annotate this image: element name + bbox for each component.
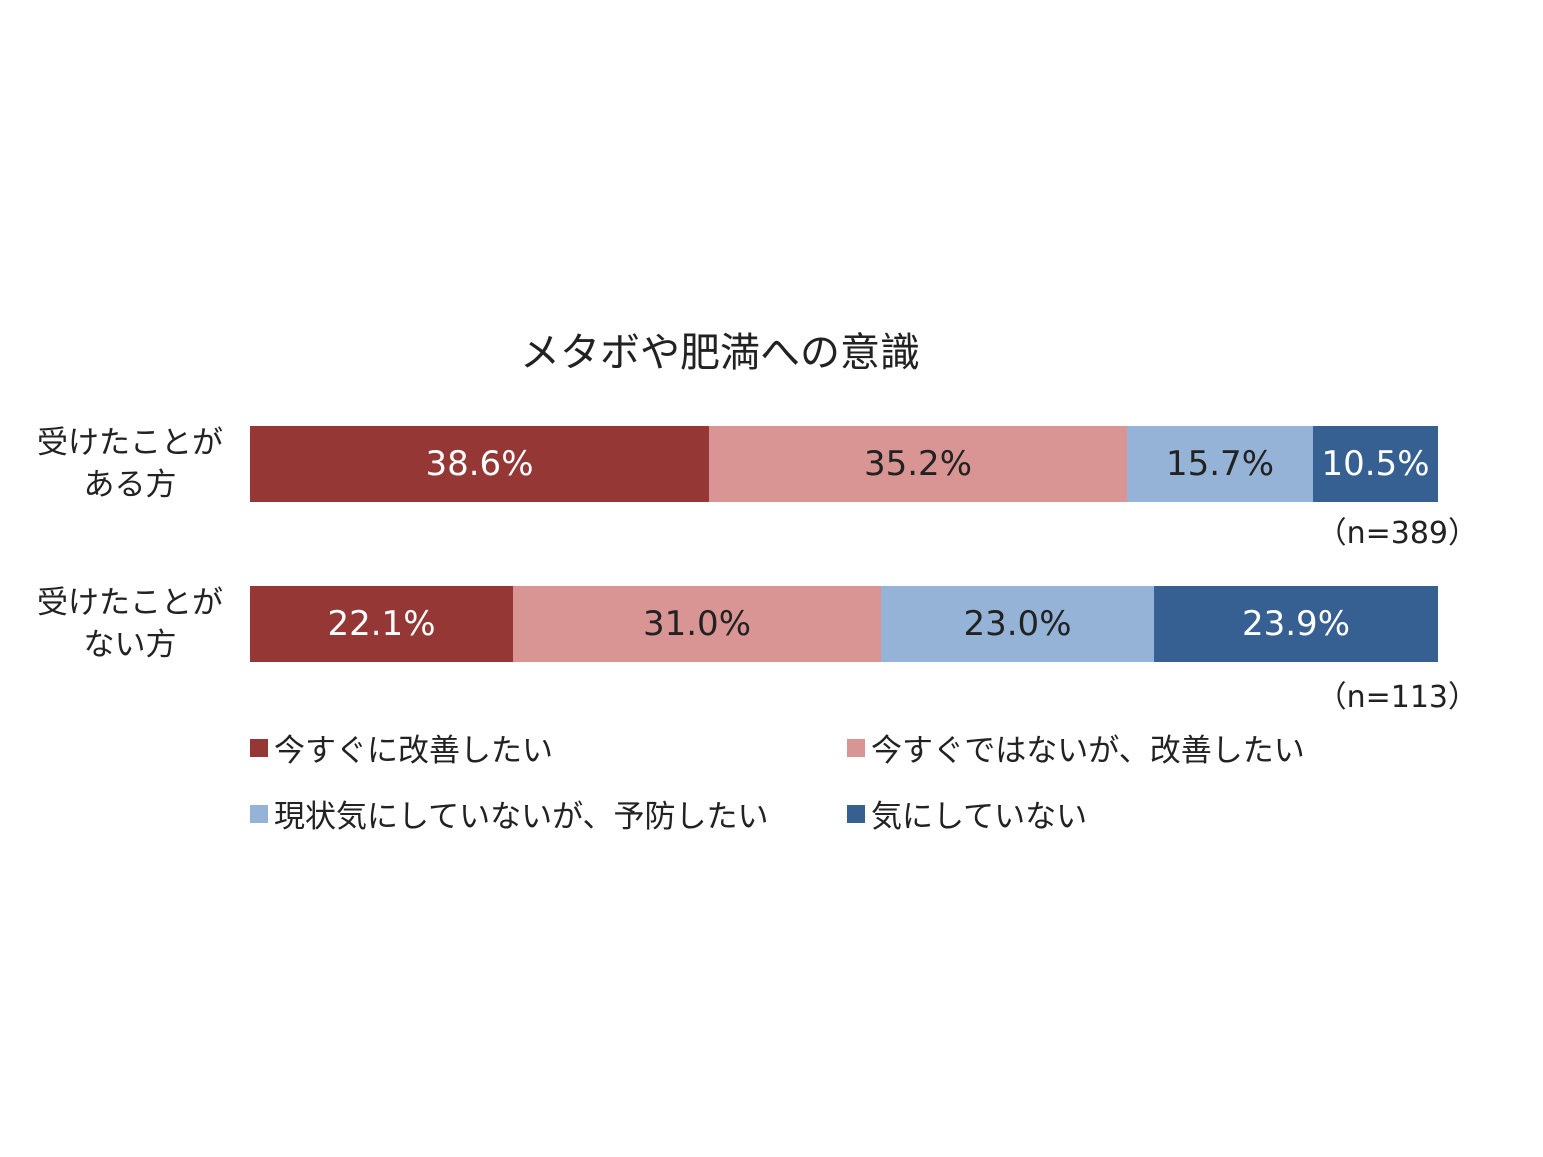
legend-item: 今すぐではないが、改善したい: [847, 725, 1305, 770]
data-label: 38.6%: [425, 444, 534, 484]
legend-label: 気にしていない: [871, 799, 1088, 835]
legend-swatch: [847, 738, 865, 757]
legend-item: 気にしていない: [847, 791, 1087, 836]
legend-item: 今すぐに改善したい: [250, 725, 553, 770]
legend-swatch: [250, 738, 268, 757]
bar-segment: 22.1%: [250, 586, 513, 662]
category-label: 受けたことが ない方: [37, 585, 223, 663]
chart-title: メタボや肥満への意識: [520, 330, 920, 376]
legend-label: 現状気にしていないが、予防したい: [274, 799, 769, 835]
bar-segment: 23.0%: [881, 586, 1154, 662]
legend-item: 現状気にしていないが、予防したい: [250, 791, 768, 836]
sample-size-label: （n=113）: [1316, 680, 1478, 715]
bar-segment: 15.7%: [1127, 426, 1313, 502]
bar-segment: 23.9%: [1154, 586, 1438, 662]
legend-swatch: [847, 804, 865, 823]
data-label: 23.9%: [1241, 604, 1350, 644]
bar-segment: 31.0%: [513, 586, 881, 662]
legend-label: 今すぐではないが、改善したい: [871, 733, 1305, 769]
stacked-bar-row: 22.1% 31.0% 23.0% 23.9%: [250, 586, 1438, 662]
category-label: 受けたことが ある方: [37, 425, 223, 503]
data-label: 10.5%: [1321, 444, 1430, 484]
legend-label: 今すぐに改善したい: [274, 733, 553, 769]
sample-size-label: （n=389）: [1316, 516, 1478, 551]
data-label: 35.2%: [863, 444, 972, 484]
bar-segment: 10.5%: [1313, 426, 1438, 502]
data-label: 15.7%: [1165, 444, 1274, 484]
data-label: 22.1%: [327, 604, 436, 644]
data-label: 31.0%: [642, 604, 751, 644]
bar-segment: 38.6%: [250, 426, 709, 502]
stacked-bar-row: 38.6% 35.2% 15.7% 10.5%: [250, 426, 1438, 502]
data-label: 23.0%: [963, 604, 1072, 644]
bar-segment: 35.2%: [709, 426, 1127, 502]
legend-swatch: [250, 804, 268, 823]
